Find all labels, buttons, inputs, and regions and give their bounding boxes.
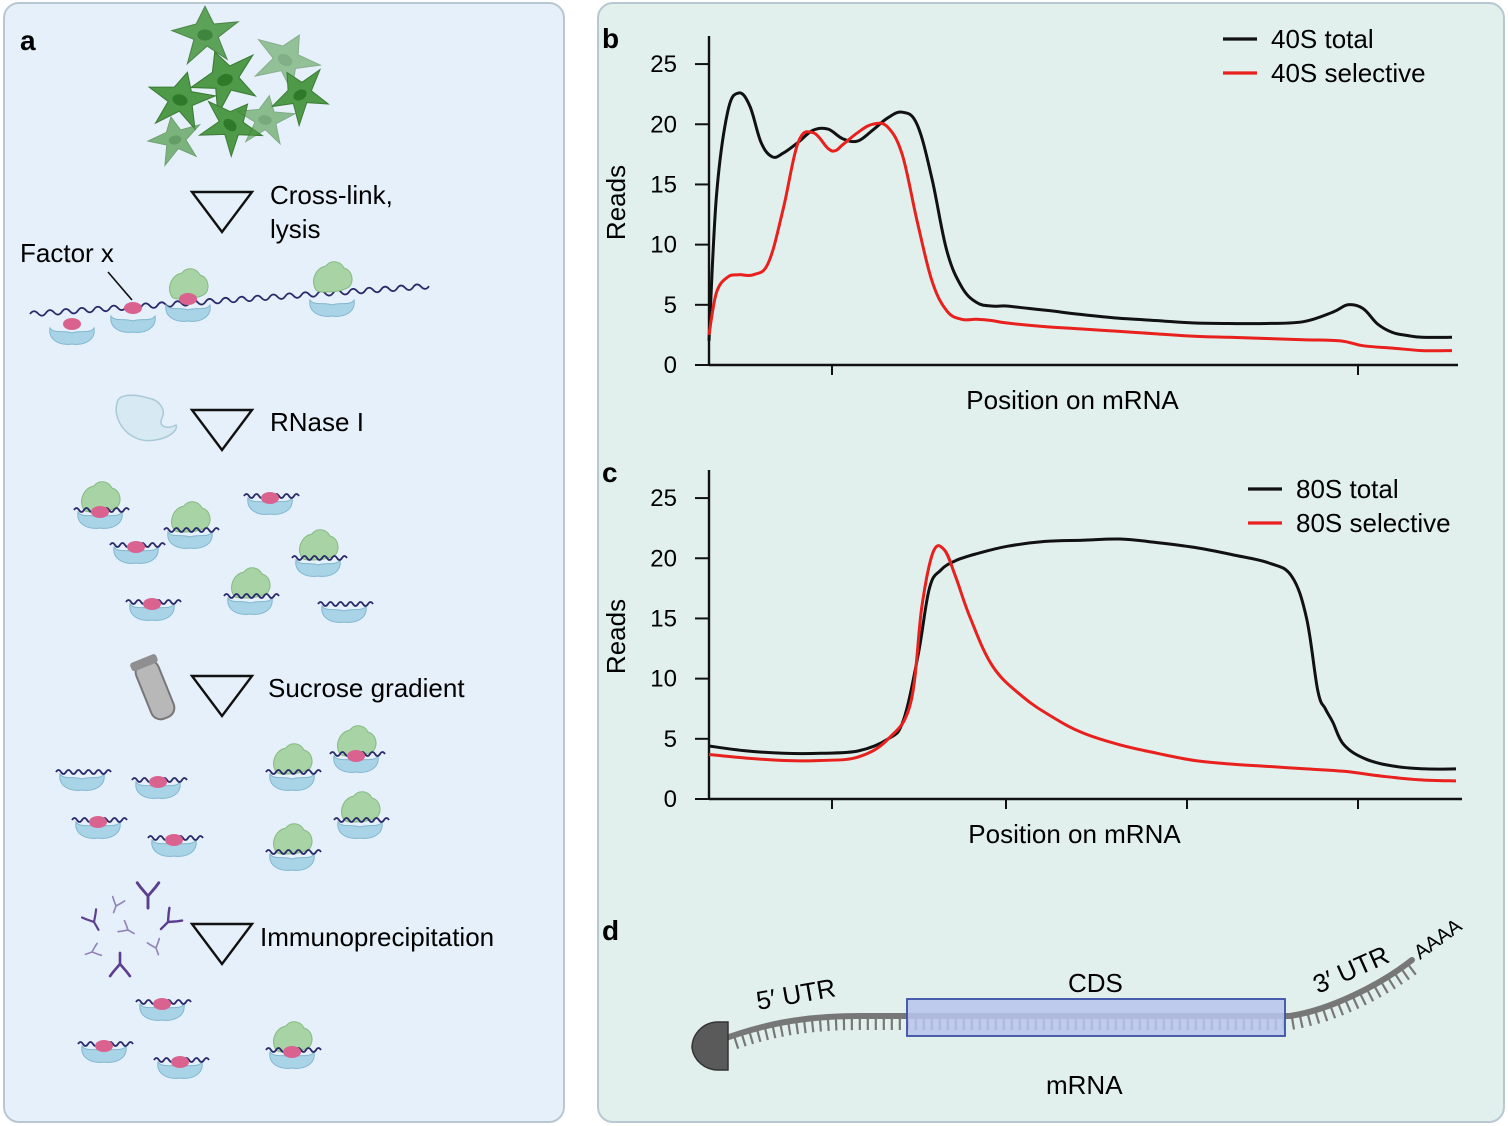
y-tick-label: 25 — [650, 485, 677, 512]
step-lysis-label: lysis — [270, 214, 321, 244]
panel-a — [3, 2, 565, 1123]
tube-icon — [130, 654, 176, 721]
y-axis-label: Reads — [601, 599, 631, 674]
antibodies — [80, 881, 184, 978]
panel-c-letter: c — [602, 457, 618, 488]
y-tick-label: 10 — [650, 666, 677, 693]
y-tick-label: 20 — [650, 545, 677, 572]
legend-label: 40S total — [1271, 24, 1374, 54]
polya-label: AAAA — [1410, 914, 1467, 964]
y-axis-label: Reads — [601, 165, 631, 240]
series-line-selective — [708, 544, 1457, 783]
y-tick-label: 0 — [664, 352, 677, 379]
mrna-schematic — [691, 957, 1417, 1071]
step-arrow-3 — [190, 674, 254, 718]
panel-a-letter: a — [20, 25, 36, 56]
legend-label: 80S selective — [1296, 508, 1451, 538]
legend-label: 80S total — [1296, 474, 1399, 504]
chart-80s: 0 5 10 15 20 25 Reads Position on mRNA 80S total… — [601, 470, 1462, 849]
digested-fragments — [74, 482, 373, 623]
cds-label: CDS — [1068, 968, 1123, 998]
panel-b-letter: b — [602, 23, 619, 54]
legend-label: 40S selective — [1271, 58, 1426, 88]
x-axis-label: Position on mRNA — [968, 819, 1181, 849]
cds-box — [906, 998, 1286, 1037]
mrna-with-ribosomes — [29, 261, 430, 345]
ip-fragments — [78, 998, 321, 1078]
y-tick-label: 5 — [664, 726, 677, 753]
step-crosslink-label: Cross-link, — [270, 180, 393, 210]
y-tick-label: 0 — [664, 786, 677, 813]
series-line-total — [707, 91, 1453, 341]
gradient-fractions — [56, 726, 389, 871]
y-tick-label: 15 — [650, 171, 677, 198]
factor-x-pointer — [107, 271, 133, 301]
panel-bcd — [597, 2, 1505, 1123]
y-tick-label: 10 — [650, 232, 677, 259]
step-arrow-2 — [190, 408, 254, 452]
step-rnase-label: RNase I — [270, 407, 364, 437]
series-line-total — [708, 537, 1457, 771]
y-tick-label: 20 — [650, 111, 677, 138]
panel-d-letter: d — [602, 915, 619, 946]
step-ip-label: Immunoprecipitation — [260, 922, 494, 952]
y-tick-label: 25 — [650, 51, 677, 78]
series-line-selective — [707, 121, 1453, 353]
utr3-label: 3′ UTR — [1308, 940, 1393, 1000]
y-tick-label: 15 — [650, 605, 677, 632]
rnase-icon — [115, 394, 178, 442]
cells-cluster — [140, 5, 340, 169]
step-arrow-4 — [190, 922, 254, 966]
step-sucrose-label: Sucrose gradient — [268, 673, 465, 703]
factor-x-label: Factor x — [20, 238, 114, 268]
utr5-label: 5′ UTR — [754, 972, 838, 1015]
chart-40s: 0 5 10 15 20 25 Reads Position on mRNA 40S total… — [601, 24, 1458, 415]
cap-icon — [691, 1021, 729, 1071]
step-arrow-1 — [190, 190, 254, 234]
x-axis-label: Position on mRNA — [966, 385, 1179, 415]
mrna-label: mRNA — [1046, 1070, 1123, 1100]
y-tick-label: 5 — [664, 292, 677, 319]
